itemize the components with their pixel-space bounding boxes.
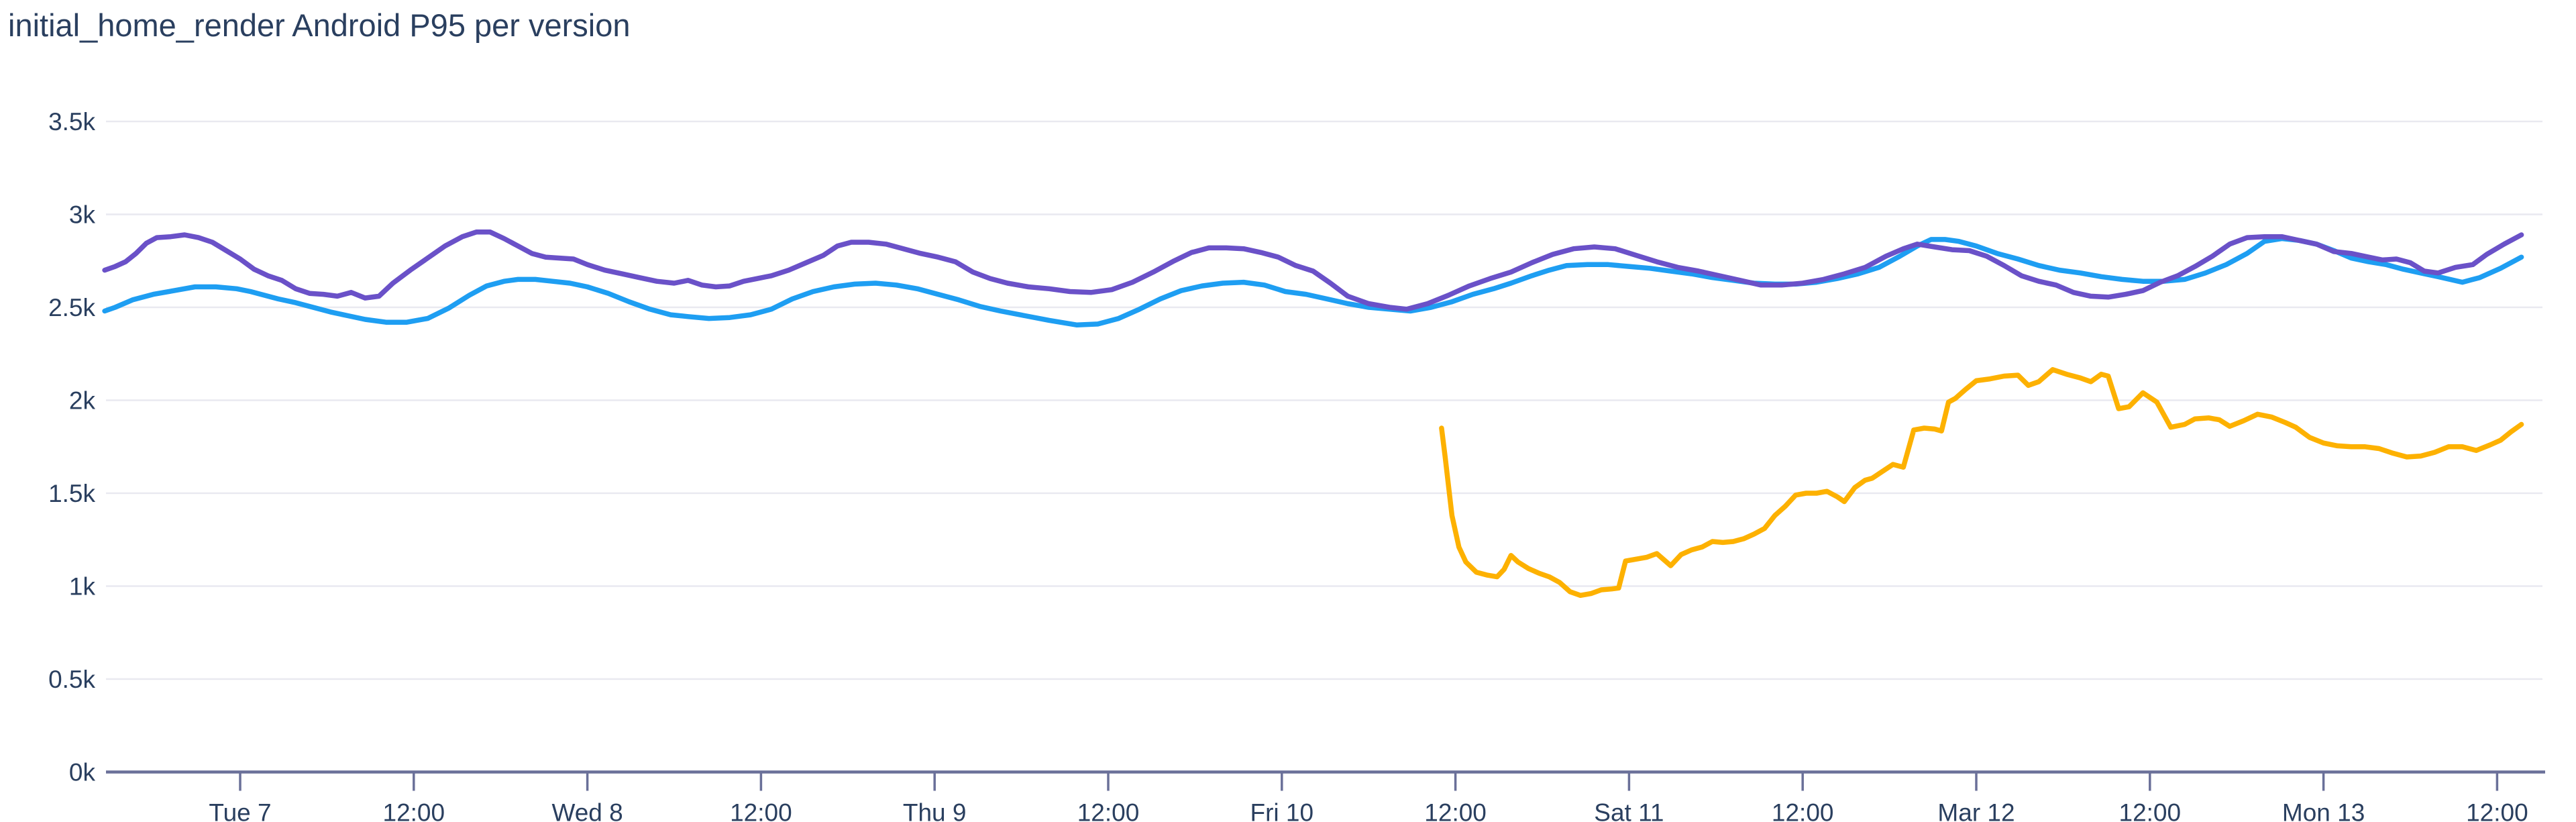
x-axis-label-Mar 12: Mar 12	[1937, 799, 2015, 822]
y-axis-label-2k: 2k	[69, 387, 96, 415]
x-axis-label-12:00: 12:00	[1772, 799, 1834, 822]
x-axis-label-12:00: 12:00	[1077, 799, 1140, 822]
x-axis-label-12:00: 12:00	[1424, 799, 1487, 822]
x-axis-label-Thu 9: Thu 9	[903, 799, 967, 822]
y-axis-label-1k: 1k	[69, 573, 96, 601]
y-axis-label-0k: 0k	[69, 759, 96, 786]
chart-title: initial_home_render Android P95 per vers…	[8, 7, 631, 43]
y-axis-label-0.5k: 0.5k	[48, 666, 95, 693]
y-axis-label-3.5k: 3.5k	[48, 108, 95, 136]
y-axis-label-2.5k: 2.5k	[48, 294, 95, 321]
x-axis-label-Fri 10: Fri 10	[1250, 799, 1314, 822]
y-axis-label-3k: 3k	[69, 201, 96, 229]
x-axis-label-Mon 13: Mon 13	[2282, 799, 2365, 822]
series-line-purple	[102, 229, 2524, 312]
y-axis-label-1.5k: 1.5k	[48, 480, 95, 507]
x-axis-label-12:00: 12:00	[2466, 799, 2528, 822]
x-axis-label-12:00: 12:00	[2119, 799, 2182, 822]
x-axis-label-Wed 8: Wed 8	[551, 799, 623, 822]
series-line-blue	[102, 236, 2524, 328]
x-axis-label-12:00: 12:00	[730, 799, 792, 822]
x-axis-label-Tue 7: Tue 7	[209, 799, 271, 822]
series-line-orange	[1439, 367, 2524, 599]
x-axis-label-Sat 11: Sat 11	[1594, 799, 1664, 822]
x-axis-label-12:00: 12:00	[383, 799, 445, 822]
